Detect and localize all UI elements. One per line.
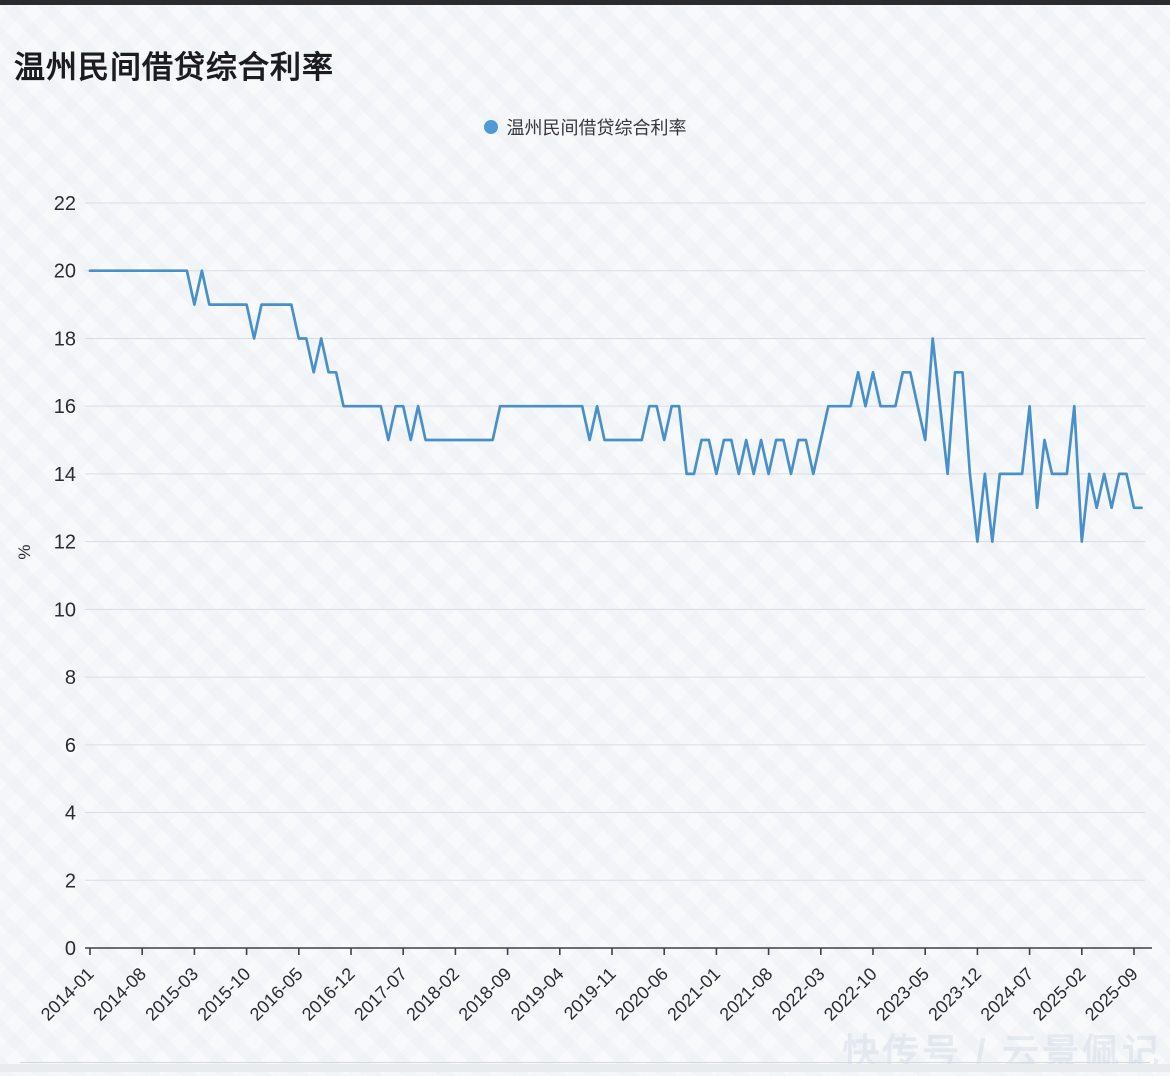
x-axis-tick-label: 2022-10 — [820, 964, 881, 1025]
x-axis-tick-label: 2018-09 — [455, 964, 516, 1025]
y-axis-tick-label: 10 — [54, 599, 76, 621]
x-axis-tick-label: 2021-01 — [663, 964, 724, 1025]
y-axis-title: % — [15, 544, 34, 559]
x-axis-tick-label: 2014-08 — [89, 964, 150, 1025]
x-axis-tick-label: 2017-07 — [350, 964, 411, 1025]
x-axis-tick-label: 2023-05 — [872, 964, 933, 1025]
x-axis-tick-label: 2025-02 — [1029, 964, 1090, 1025]
y-axis-tick-label: 18 — [54, 328, 76, 350]
x-axis-tick-label: 2022-03 — [768, 964, 829, 1025]
x-axis-tick-label: 2014-01 — [37, 964, 98, 1025]
y-axis-tick-label: 20 — [54, 261, 76, 283]
x-axis-tick-label: 2015-03 — [141, 964, 202, 1025]
y-axis-tick-label: 4 — [65, 803, 76, 825]
legend-label: 温州民间借贷综合利率 — [506, 118, 687, 138]
x-axis-tick-label: 2016-12 — [298, 964, 359, 1025]
x-axis-tick-label: 2016-05 — [246, 964, 307, 1025]
x-axis-tick-label: 2019-11 — [560, 964, 620, 1024]
legend-dot-icon — [483, 120, 498, 134]
x-axis-tick-label: 2020-06 — [611, 964, 672, 1025]
y-axis-tick-label: 8 — [65, 667, 76, 689]
bottom-strip — [0, 1064, 1170, 1072]
x-axis-tick-label: 2021-08 — [716, 964, 777, 1025]
x-axis-tick-label: 2018-02 — [402, 964, 463, 1025]
y-axis-tick-label: 22 — [54, 193, 76, 215]
y-axis-tick-label: 16 — [54, 396, 76, 418]
y-axis-tick-label: 12 — [54, 532, 76, 554]
x-axis-tick-label: 2025-09 — [1081, 964, 1142, 1025]
y-axis-tick-label: 14 — [54, 464, 76, 486]
top-bar — [0, 0, 1170, 5]
bottom-divider — [20, 1062, 1150, 1063]
y-axis-tick-label: 2 — [65, 870, 76, 892]
x-axis-tick-label: 2024-07 — [977, 964, 1038, 1025]
y-axis-tick-label: 6 — [65, 735, 76, 757]
x-axis-tick-label: 2015-10 — [194, 964, 255, 1025]
y-axis-tick-label: 0 — [65, 938, 76, 960]
x-axis-tick-label: 2023-12 — [924, 964, 985, 1025]
legend[interactable]: 温州民间借贷综合利率 — [0, 114, 1170, 140]
data-line — [88, 269, 1143, 543]
page-title: 温州民间借贷综合利率 — [14, 50, 334, 85]
x-axis-tick-label: 2019-04 — [507, 964, 568, 1025]
